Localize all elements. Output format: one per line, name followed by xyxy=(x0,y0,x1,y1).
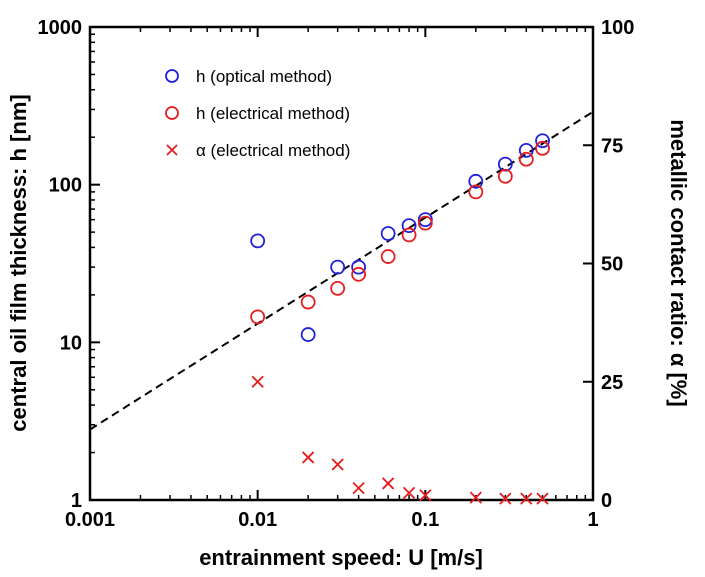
plot-frame xyxy=(88,25,595,502)
data-point xyxy=(300,327,316,342)
data-point xyxy=(401,218,417,234)
y-left-tick-label: 10 xyxy=(60,332,82,354)
right-axis-title: metallic contact ratio: α [%] xyxy=(666,119,691,406)
data-point xyxy=(302,451,315,464)
data-point xyxy=(468,173,484,189)
x-tick-label: 0.1 xyxy=(411,509,439,531)
y-left-tick-label: 1000 xyxy=(38,17,83,39)
legend-label: α (electrical method) xyxy=(196,141,350,160)
data-point xyxy=(468,184,484,200)
data-marks xyxy=(250,133,550,505)
legend-marker xyxy=(166,144,178,156)
data-point xyxy=(351,259,367,275)
y-right-tick-label: 50 xyxy=(601,254,623,276)
x-tick-label: 0.01 xyxy=(238,509,277,531)
legend-marker xyxy=(165,69,179,83)
fit-line-path xyxy=(89,110,594,431)
legend-marker xyxy=(165,106,179,120)
series-2 xyxy=(250,140,550,325)
y-right-tick-label: 0 xyxy=(601,490,612,512)
legend-label: h (electrical method) xyxy=(196,104,350,123)
legend: h (optical method) h (electrical method) α… xyxy=(165,67,350,160)
data-point xyxy=(520,492,533,505)
data-point xyxy=(382,477,395,490)
series-1 xyxy=(250,133,550,342)
data-point xyxy=(352,482,365,495)
data-point xyxy=(351,266,367,282)
left-axis-title: central oil film thickness: h [nm] xyxy=(6,94,31,431)
x-tick-label: 1 xyxy=(587,509,598,531)
legend-entry-2: h (electrical method) xyxy=(165,104,350,123)
data-point xyxy=(251,375,264,388)
data-point xyxy=(518,151,534,167)
y-left-tick-label: 1 xyxy=(71,490,82,512)
data-point xyxy=(536,492,549,505)
data-point xyxy=(535,140,550,156)
data-point xyxy=(402,486,416,500)
series-3 xyxy=(251,375,549,505)
y-right-tick-label: 25 xyxy=(601,372,623,394)
data-point xyxy=(535,133,550,149)
data-point xyxy=(419,489,432,502)
data-point xyxy=(518,142,534,158)
x-tick-label: 0.001 xyxy=(65,509,115,531)
data-point xyxy=(380,226,396,241)
y-right-tick-label: 75 xyxy=(601,135,623,157)
data-point xyxy=(401,227,417,243)
legend-entry-3: α (electrical method) xyxy=(166,141,350,160)
y-left-tick-label: 100 xyxy=(49,175,82,197)
data-point xyxy=(417,215,433,231)
fit-line xyxy=(89,110,594,431)
data-point xyxy=(380,249,396,264)
data-point xyxy=(497,168,513,184)
y-right-tick-label: 100 xyxy=(601,17,634,39)
data-point xyxy=(250,309,266,325)
data-point xyxy=(499,492,512,505)
data-point xyxy=(300,294,316,310)
legend-entry-1: h (optical method) xyxy=(165,67,332,86)
data-point xyxy=(330,259,346,275)
data-point xyxy=(330,280,346,296)
legend-label: h (optical method) xyxy=(196,67,332,86)
data-point xyxy=(331,458,344,471)
ticks: 0.001 0.01 0.1 1 1 10 100 1000 0 25 50 75 100 xyxy=(38,17,635,531)
x-axis-title: entrainment speed: U [m/s] xyxy=(199,545,483,570)
data-point xyxy=(469,491,482,504)
data-point xyxy=(250,233,266,249)
